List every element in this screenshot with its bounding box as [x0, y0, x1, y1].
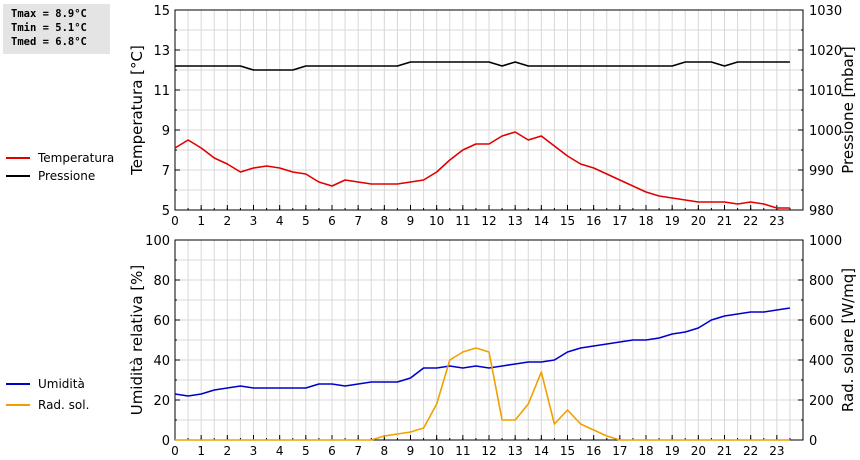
x-tick-label: 12 [481, 444, 496, 458]
x-tick-label: 3 [250, 444, 258, 458]
series-line-rad-sol [175, 347, 790, 441]
stat-tmed: Tmed = 6.8°C [11, 36, 87, 48]
x-tick-label: 11 [455, 214, 470, 228]
x-tick-label: 20 [691, 214, 706, 228]
x-tick-label: 13 [508, 214, 523, 228]
y-left-axis-title: Temperatura [°C] [128, 45, 146, 176]
x-tick-label: 23 [769, 214, 784, 228]
stat-tmax: Tmax = 8.9°C [11, 8, 87, 20]
y-right-axis-title: Rad. solare [W/mq] [839, 268, 857, 412]
y-right-tick-label: 600 [809, 314, 834, 329]
x-tick-label: 7 [354, 214, 362, 228]
x-tick-label: 7 [354, 444, 362, 458]
y-right-axis-title: Pressione [mbar] [839, 46, 857, 174]
x-tick-label: 19 [665, 214, 680, 228]
y-right-tick-label: 980 [809, 204, 834, 219]
y-left-tick-label: 20 [153, 394, 170, 409]
series-line-temperatura [174, 131, 790, 209]
y-left-tick-label: 80 [153, 274, 170, 289]
y-left-tick-label: 0 [162, 434, 170, 449]
x-tick-label: 1 [197, 214, 205, 228]
y-left-tick-label: 5 [162, 204, 170, 219]
x-tick-label: 2 [224, 214, 232, 228]
stat-value: 8.9°C [55, 8, 87, 20]
stats-box: Tmax = 8.9°C Tmin = 5.1°C Tmed = 6.8°C [3, 4, 110, 54]
x-tick-label: 10 [429, 214, 444, 228]
x-tick-label: 4 [276, 444, 284, 458]
x-tick-label: 15 [560, 214, 575, 228]
x-tick-label: 15 [560, 444, 575, 458]
x-tick-label: 13 [508, 444, 523, 458]
x-tick-label: 20 [691, 444, 706, 458]
y-right-tick-label: 400 [809, 354, 834, 369]
y-left-tick-label: 40 [153, 354, 170, 369]
stat-tmin: Tmin = 5.1°C [11, 22, 87, 34]
x-tick-label: 18 [638, 214, 653, 228]
x-tick-label: 21 [717, 444, 732, 458]
x-tick-label: 16 [586, 214, 601, 228]
y-right-tick-label: 0 [809, 434, 817, 449]
x-tick-label: 9 [407, 214, 415, 228]
x-tick-label: 18 [638, 444, 653, 458]
x-tick-label: 3 [250, 214, 258, 228]
x-tick-label: 19 [665, 444, 680, 458]
series-line-umidit [174, 307, 791, 397]
x-tick-label: 17 [612, 214, 627, 228]
x-tick-label: 8 [381, 444, 389, 458]
x-tick-label: 21 [717, 214, 732, 228]
y-right-tick-label: 1000 [809, 124, 842, 139]
x-tick-label: 6 [328, 444, 336, 458]
legend-label: Pressione [38, 169, 95, 183]
x-tick-label: 12 [481, 214, 496, 228]
y-right-tick-label: 1000 [809, 234, 842, 249]
legend-label: Temperatura [37, 151, 114, 165]
chart-panel-2: 0 1 2 3 4 5 6 7 8 9 10 11 12 13 14 15 16 17 18 19 20 21 22 2302… [6, 234, 857, 458]
y-right-tick-label: 1030 [809, 4, 842, 19]
stat-label: Tmin [11, 22, 37, 34]
x-tick-label: 1 [197, 444, 205, 458]
x-tick-label: 5 [302, 444, 310, 458]
x-tick-label: 0 [171, 214, 179, 228]
y-left-tick-label: 100 [145, 234, 170, 249]
stat-value: 6.8°C [55, 36, 87, 48]
x-tick-label: 0 [171, 444, 179, 458]
stat-label: Tmed [11, 36, 37, 48]
legend-label: Rad. sol. [38, 398, 89, 412]
x-tick-label: 14 [534, 444, 549, 458]
x-tick-label: 22 [743, 444, 758, 458]
y-right-tick-label: 1010 [809, 84, 842, 99]
x-tick-label: 17 [612, 444, 627, 458]
y-left-tick-label: 11 [153, 84, 170, 99]
x-tick-label: 5 [302, 214, 310, 228]
y-left-tick-label: 9 [162, 124, 170, 139]
y-left-tick-label: 7 [162, 164, 170, 179]
x-tick-label: 4 [276, 214, 284, 228]
y-right-tick-label: 990 [809, 164, 834, 179]
y-left-axis-title: Umidità relativa [%] [128, 265, 146, 416]
stat-label: Tmax [11, 8, 37, 20]
x-tick-label: 9 [407, 444, 415, 458]
stat-value: 5.1°C [55, 22, 87, 34]
legend-label: Umidità [38, 377, 85, 391]
y-right-tick-label: 800 [809, 274, 834, 289]
x-tick-label: 14 [534, 214, 549, 228]
x-tick-label: 11 [455, 444, 470, 458]
x-tick-label: 8 [381, 214, 389, 228]
x-tick-label: 6 [328, 214, 336, 228]
x-tick-label: 23 [769, 444, 784, 458]
x-tick-label: 10 [429, 444, 444, 458]
x-tick-label: 22 [743, 214, 758, 228]
y-left-tick-label: 13 [153, 44, 170, 59]
x-tick-label: 2 [224, 444, 232, 458]
y-right-tick-label: 200 [809, 394, 834, 409]
series-line-pressione [175, 61, 790, 71]
x-tick-label: 16 [586, 444, 601, 458]
y-left-tick-label: 15 [153, 4, 170, 19]
y-right-tick-label: 1020 [809, 44, 842, 59]
y-left-tick-label: 60 [153, 314, 170, 329]
chart-panel-1: 0 1 2 3 4 5 6 7 8 9 10 11 12 13 14 15 16 17 18 19 20 21 22 2357… [6, 4, 857, 228]
